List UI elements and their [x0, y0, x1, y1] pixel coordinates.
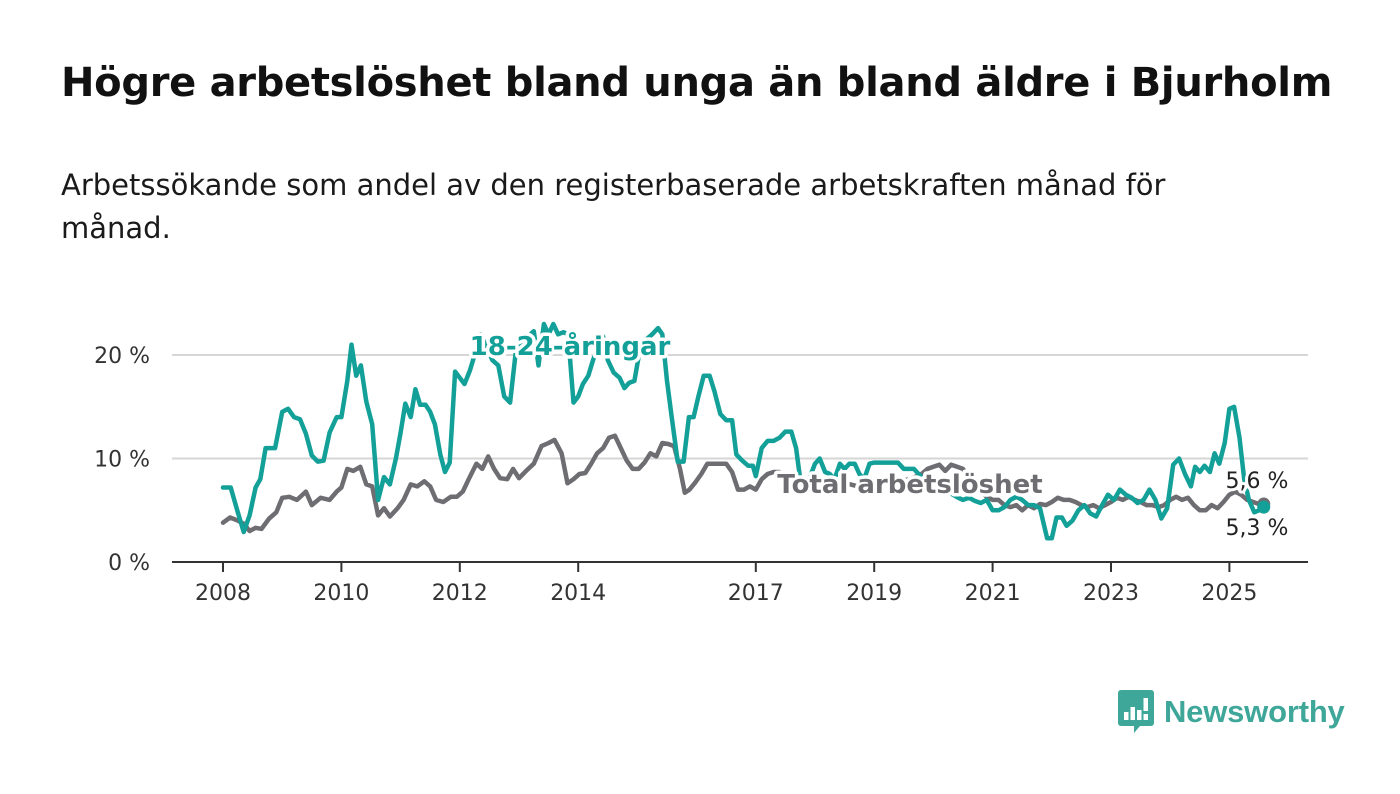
newsworthy-logo: Newsworthy [1118, 690, 1345, 734]
series-line [220, 433, 1266, 534]
x-tick-label: 2025 [1201, 581, 1257, 606]
series-line [220, 321, 1266, 541]
bar-chart-speech-bubble-icon [1118, 690, 1154, 733]
y-axis-tick-labels: 0 % 10 % 20 % [94, 344, 150, 576]
series-label-total: Total arbetslöshet [777, 470, 1042, 500]
x-tick-label: 2021 [965, 581, 1021, 606]
y-tick-label: 10 % [94, 448, 150, 473]
x-tick-label: 2023 [1083, 581, 1139, 606]
x-axis [172, 561, 1308, 572]
series-end-point [1257, 500, 1271, 514]
series-label-youth: 18-24-åringar [470, 330, 671, 362]
x-tick-label: 2012 [432, 581, 488, 606]
series-lines [220, 321, 1271, 541]
end-value-label-youth: 5,3 % [1226, 516, 1289, 541]
series-labels: 18-24-åringar Total arbetslöshet 5,6 % 5,3 … [466, 327, 1291, 545]
x-axis-tick-labels: 2008 2010 2012 2014 2017 2019 2021 2023 2025 [195, 581, 1257, 606]
x-tick-label: 2008 [195, 581, 251, 606]
x-tick-label: 2010 [313, 581, 369, 606]
y-tick-label: 0 % [108, 551, 150, 576]
x-tick-label: 2017 [728, 581, 784, 606]
x-tick-label: 2019 [846, 581, 902, 606]
x-tick-label: 2014 [550, 581, 606, 606]
y-tick-label: 20 % [94, 344, 150, 369]
chart-title: Högre arbetslöshet bland unga än bland ä… [61, 60, 1333, 106]
logo-text: Newsworthy [1164, 694, 1345, 729]
chart-subtitle: Arbetssökande som andel av den registerb… [61, 168, 1166, 245]
end-value-label-total: 5,6 % [1226, 469, 1289, 494]
